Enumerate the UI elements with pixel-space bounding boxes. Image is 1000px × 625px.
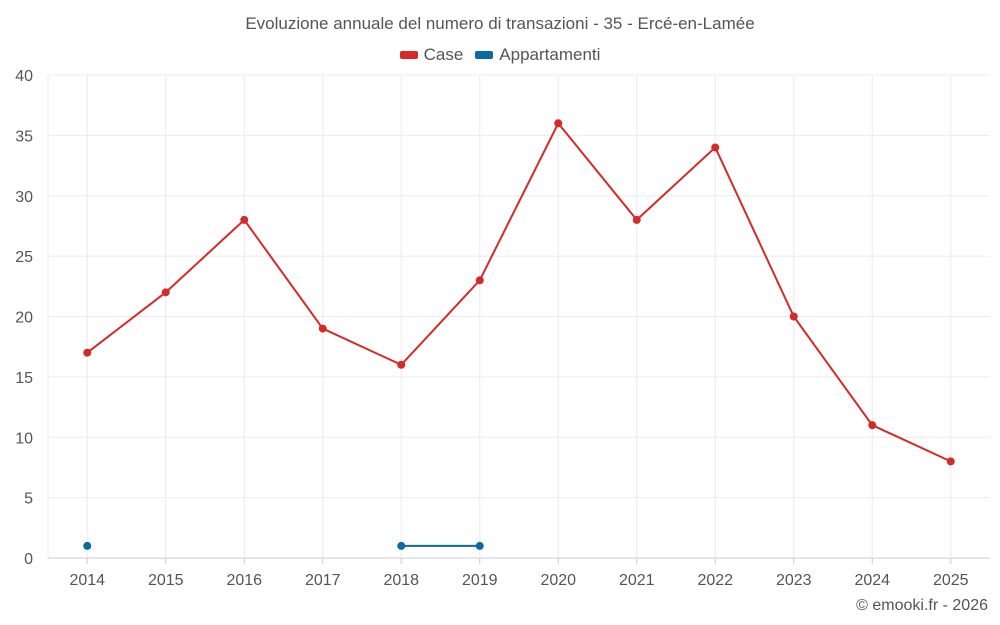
data-point-case bbox=[397, 360, 406, 369]
data-point-case bbox=[318, 324, 327, 333]
data-point-case bbox=[868, 421, 877, 430]
y-tick-label: 35 bbox=[15, 128, 33, 145]
legend-swatch-appartamenti bbox=[475, 51, 494, 59]
data-point-case bbox=[789, 312, 798, 321]
legend-swatch-case bbox=[399, 51, 418, 59]
legend-item-appartamenti[interactable]: Appartamenti bbox=[475, 45, 600, 65]
x-tick-label: 2024 bbox=[854, 572, 890, 589]
series-line-case bbox=[86, 121, 952, 463]
x-tick-label: 2023 bbox=[776, 572, 812, 589]
data-point-case bbox=[554, 119, 563, 128]
x-tick-label: 2025 bbox=[933, 572, 969, 589]
chart-title: Evoluzione annuale del numero di transaz… bbox=[245, 14, 755, 33]
y-tick-label: 30 bbox=[15, 189, 33, 206]
data-point-case bbox=[240, 215, 249, 224]
x-tick-label: 2016 bbox=[226, 572, 262, 589]
y-tick-label: 15 bbox=[15, 370, 33, 387]
x-tick-label: 2017 bbox=[305, 572, 341, 589]
data-point-case bbox=[946, 457, 955, 466]
credit-text: © emooki.fr - 2026 bbox=[856, 597, 988, 614]
data-point-appartamenti bbox=[475, 541, 484, 550]
legend-label-case: Case bbox=[423, 45, 464, 64]
y-tick-label: 0 bbox=[24, 551, 33, 568]
x-tick-label: 2022 bbox=[697, 572, 733, 589]
y-tick-label: 20 bbox=[15, 310, 33, 327]
legend-label-appartamenti: Appartamenti bbox=[499, 45, 601, 64]
x-tick-label: 2015 bbox=[148, 572, 184, 589]
x-tick-label: 2020 bbox=[540, 572, 576, 589]
data-point-appartamenti bbox=[83, 541, 92, 550]
x-tick-label: 2021 bbox=[619, 572, 655, 589]
data-point-case bbox=[711, 143, 720, 152]
x-tick-label: 2018 bbox=[383, 572, 419, 589]
y-tick-label: 5 bbox=[24, 491, 33, 508]
data-point-case bbox=[632, 215, 641, 224]
data-point-case bbox=[83, 348, 92, 357]
x-tick-label: 2019 bbox=[462, 572, 498, 589]
y-tick-label: 25 bbox=[15, 249, 33, 266]
data-point-appartamenti bbox=[397, 541, 406, 550]
y-tick-label: 10 bbox=[15, 430, 33, 447]
data-point-case bbox=[475, 276, 484, 285]
chart-legend: Case Appartamenti bbox=[0, 45, 1000, 65]
legend-item-case[interactable]: Case bbox=[399, 45, 464, 65]
data-point-case bbox=[161, 288, 170, 297]
x-tick-label: 2014 bbox=[69, 572, 105, 589]
y-tick-label: 40 bbox=[15, 68, 33, 85]
